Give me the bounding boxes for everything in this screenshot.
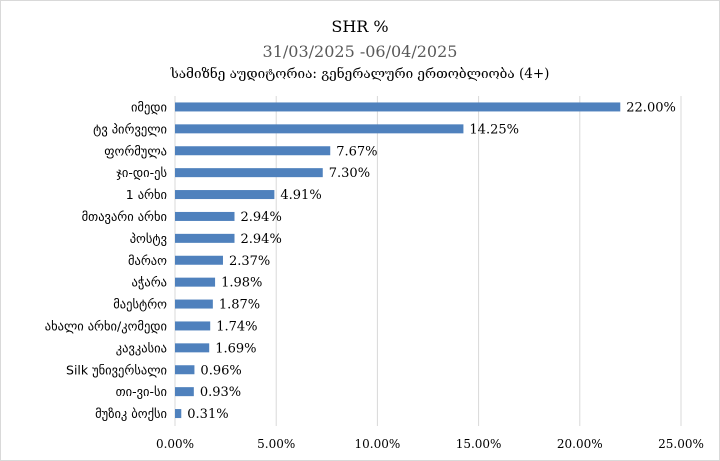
bar xyxy=(175,277,216,287)
data-label: 22.00% xyxy=(626,100,676,115)
category-label: ტვ პირველი xyxy=(93,121,167,136)
bar xyxy=(175,365,195,375)
category-label: ჯი-დი-ეს xyxy=(116,165,167,180)
category-label: თი-ვი-სი xyxy=(116,384,167,399)
category-label: ახალი არხი/კომედი xyxy=(45,318,167,333)
data-label: 4.91% xyxy=(280,188,321,203)
chart-subtitle-audience: სამიზნე აუდიტორია: გენერალური ერთობლიობა… xyxy=(170,66,550,82)
category-label: მთავარი არხი xyxy=(82,209,167,224)
data-label: 1.87% xyxy=(219,298,260,313)
x-tick-label: 15.00% xyxy=(456,437,502,451)
bar xyxy=(175,146,331,156)
x-tick-label: 20.00% xyxy=(557,437,603,451)
bar xyxy=(175,343,210,353)
category-label: კავკასია xyxy=(116,340,167,355)
x-tick-label: 5.00% xyxy=(257,437,295,451)
data-label: 0.96% xyxy=(200,363,241,378)
bar xyxy=(175,168,323,178)
bar xyxy=(175,299,213,309)
category-label: მუზიკ ბოქსი xyxy=(95,406,167,421)
category-label: მარაო xyxy=(128,253,167,268)
bar xyxy=(175,255,223,265)
bar xyxy=(175,387,194,397)
category-label: აჭარა xyxy=(132,275,168,290)
bar xyxy=(175,211,235,221)
data-label: 14.25% xyxy=(469,122,519,137)
bar xyxy=(175,409,182,419)
x-tick-label: 25.00% xyxy=(658,437,704,451)
bar xyxy=(175,190,275,200)
category-label: იმედი xyxy=(131,99,167,114)
category-label: მაესტრო xyxy=(113,297,167,312)
chart-title: SHR % xyxy=(331,17,389,36)
category-label: ფორმულა xyxy=(104,143,167,158)
data-label: 2.94% xyxy=(241,210,282,225)
data-label: 1.69% xyxy=(215,341,256,356)
category-label: 1 არხი xyxy=(126,187,167,202)
x-tick-label: 10.00% xyxy=(355,437,401,451)
bar xyxy=(175,321,211,331)
data-label: 2.37% xyxy=(229,254,270,269)
data-label: 0.93% xyxy=(200,385,241,400)
x-tick-label: 0.00% xyxy=(156,437,194,451)
data-label: 2.94% xyxy=(241,232,282,247)
bar xyxy=(175,124,464,134)
data-label: 1.98% xyxy=(221,276,262,291)
data-label: 7.67% xyxy=(336,144,377,159)
bar xyxy=(175,233,235,243)
category-label: პოსტვ xyxy=(130,231,167,246)
category-label: Silk უნივერსალი xyxy=(66,362,167,377)
data-label: 7.30% xyxy=(329,166,370,181)
bar xyxy=(175,102,621,112)
chart-subtitle-dates: 31/03/2025 -06/04/2025 xyxy=(262,42,458,61)
data-label: 1.74% xyxy=(216,319,257,334)
data-label: 0.31% xyxy=(187,407,228,422)
